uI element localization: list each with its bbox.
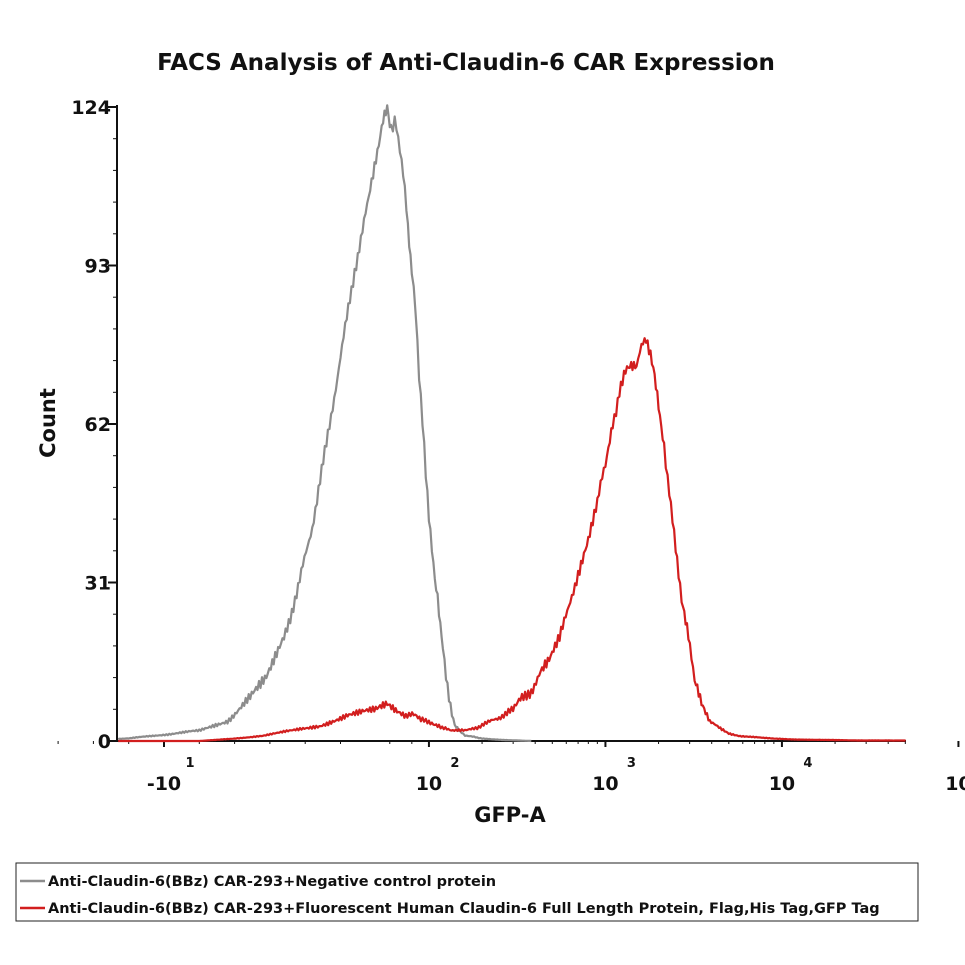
legend-box xyxy=(15,862,919,922)
y-axis-ticks: 0 31 62 93 124 xyxy=(71,97,117,753)
x-tick-exponent: 2 xyxy=(450,756,459,771)
series-line-2 xyxy=(118,337,906,743)
x-tick: 105 xyxy=(945,741,965,795)
x-tick-exponent: 1 xyxy=(185,756,194,771)
x-axis-ticks: -10 1 10 2 10 3 10 4 105 xyxy=(57,741,965,795)
y-tick-label: 62 xyxy=(85,414,111,436)
x-tick-base: 10 xyxy=(945,773,965,795)
series-line-1 xyxy=(117,104,532,743)
x-axis-label: GFP-A xyxy=(474,803,546,827)
chart-title: FACS Analysis of Anti-Claudin-6 CAR Expr… xyxy=(157,50,775,76)
y-axis-label: Count xyxy=(36,388,60,458)
x-tick-base: 10 xyxy=(769,773,795,795)
x-tick: 10 4 xyxy=(769,741,812,795)
legend: Anti-Claudin-6(BBz) CAR-293+Negative con… xyxy=(15,862,919,922)
series-layer xyxy=(117,104,906,743)
x-tick-base: 10 xyxy=(592,773,618,795)
x-tick: 10 2 xyxy=(416,741,459,795)
legend-item-1: Anti-Claudin-6(BBz) CAR-293+Negative con… xyxy=(20,874,496,890)
x-tick-exponent: 4 xyxy=(803,756,812,771)
legend-label: Anti-Claudin-6(BBz) CAR-293+Fluorescent … xyxy=(48,901,880,917)
y-tick-label: 124 xyxy=(71,97,111,119)
x-tick-exponent: 3 xyxy=(627,756,636,771)
x-tick-base: -10 xyxy=(147,773,181,795)
x-tick: 10 3 xyxy=(592,741,636,795)
y-tick-label: 0 xyxy=(98,731,111,753)
x-tick-base: 10 xyxy=(416,773,442,795)
plot-area: 0 31 62 93 124 -10 1 10 2 10 3 10 4 105 xyxy=(57,97,965,795)
x-tick: -10 1 xyxy=(147,741,195,795)
y-tick-label: 93 xyxy=(85,256,111,278)
legend-label: Anti-Claudin-6(BBz) CAR-293+Negative con… xyxy=(48,874,496,890)
legend-item-2: Anti-Claudin-6(BBz) CAR-293+Fluorescent … xyxy=(20,901,880,917)
y-tick-label: 31 xyxy=(85,573,111,595)
